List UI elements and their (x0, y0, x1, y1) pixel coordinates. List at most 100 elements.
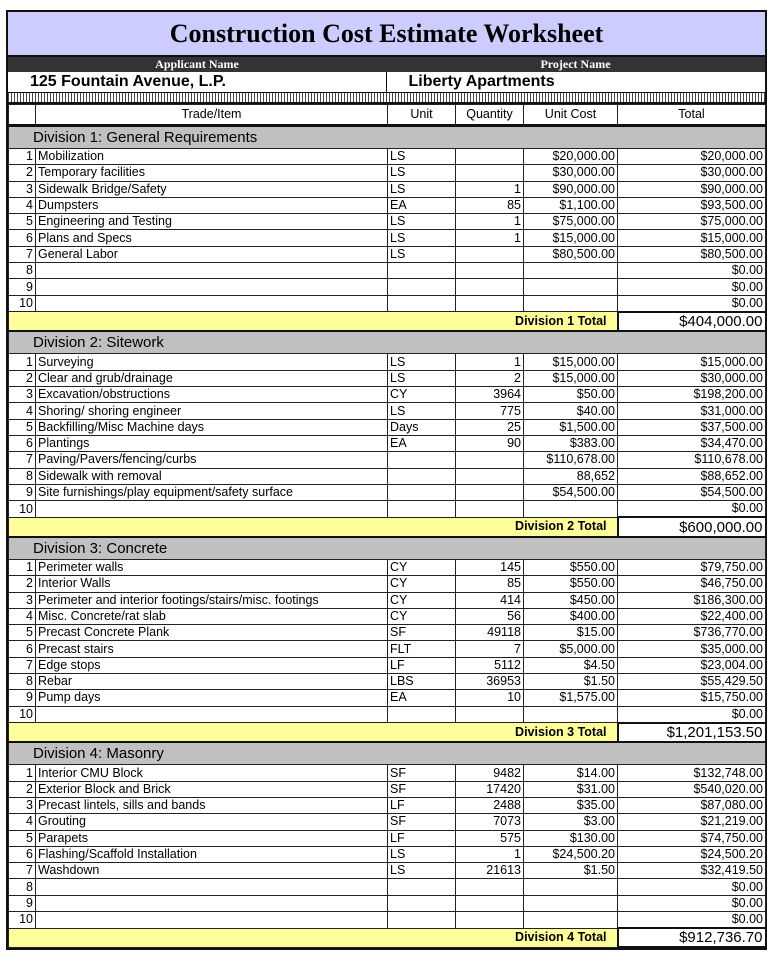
quantity-cell[interactable]: 414 (455, 591, 524, 609)
unit-cost-cell[interactable]: $54,500.00 (523, 483, 618, 502)
unit-cell[interactable] (387, 278, 456, 296)
unit-cost-cell[interactable]: $4.50 (523, 656, 618, 675)
unit-cost-cell[interactable]: $5,000.00 (523, 640, 618, 658)
total-cell[interactable]: $132,748.00 (617, 764, 766, 782)
unit-cell[interactable]: SF (387, 813, 456, 831)
unit-cost-cell[interactable]: $1,100.00 (523, 196, 618, 215)
quantity-cell[interactable] (455, 467, 524, 485)
unit-cell[interactable] (387, 483, 456, 502)
quantity-cell[interactable]: 17420 (455, 780, 524, 799)
unit-cell[interactable]: CY (387, 575, 456, 593)
item-cell[interactable] (35, 500, 388, 518)
unit-cost-cell[interactable]: 88,652 (523, 467, 618, 485)
item-cell[interactable]: Mobilization (35, 147, 388, 166)
unit-cost-cell[interactable]: $31.00 (523, 780, 618, 799)
unit-cell[interactable] (387, 262, 456, 280)
quantity-cell[interactable] (455, 500, 524, 518)
item-cell[interactable]: Clear and grub/drainage (35, 369, 388, 388)
total-cell[interactable]: $20,000.00 (617, 147, 766, 166)
item-cell[interactable]: Temporary facilities (35, 164, 388, 182)
unit-cell[interactable]: LF (387, 829, 456, 847)
item-cell[interactable] (35, 894, 388, 913)
total-cell[interactable]: $30,000.00 (617, 164, 766, 182)
unit-cell[interactable]: LS (387, 213, 456, 231)
unit-cell[interactable]: LS (387, 245, 456, 264)
item-cell[interactable]: Plans and Specs (35, 229, 388, 247)
quantity-cell[interactable]: 1 (455, 353, 524, 371)
unit-cell[interactable] (387, 705, 456, 724)
total-cell[interactable]: $0.00 (617, 911, 766, 929)
unit-cell[interactable]: CY (387, 591, 456, 609)
total-cell[interactable]: $90,000.00 (617, 180, 766, 198)
quantity-cell[interactable]: 90 (455, 434, 524, 453)
total-cell[interactable]: $736,770.00 (617, 624, 766, 642)
item-cell[interactable]: Perimeter and interior footings/stairs/m… (35, 591, 388, 609)
unit-cell[interactable]: LBS (387, 673, 456, 691)
unit-cost-cell[interactable]: $130.00 (523, 829, 618, 847)
quantity-cell[interactable]: 85 (455, 575, 524, 593)
quantity-cell[interactable]: 9482 (455, 764, 524, 782)
unit-cell[interactable]: LS (387, 402, 456, 420)
unit-cost-cell[interactable]: $35.00 (523, 796, 618, 815)
total-cell[interactable]: $0.00 (617, 894, 766, 913)
quantity-cell[interactable] (455, 278, 524, 296)
total-cell[interactable]: $93,500.00 (617, 196, 766, 215)
unit-cell[interactable] (387, 878, 456, 896)
item-cell[interactable]: Shoring/ shoring engineer (35, 402, 388, 420)
item-cell[interactable]: Sidewalk Bridge/Safety (35, 180, 388, 198)
quantity-cell[interactable]: 85 (455, 196, 524, 215)
unit-cell[interactable]: LS (387, 229, 456, 247)
item-cell[interactable]: Precast stairs (35, 640, 388, 658)
total-cell[interactable]: $15,750.00 (617, 689, 766, 707)
total-cell[interactable]: $35,000.00 (617, 640, 766, 658)
unit-cell[interactable]: SF (387, 764, 456, 782)
quantity-cell[interactable] (455, 451, 524, 469)
item-cell[interactable]: Precast Concrete Plank (35, 624, 388, 642)
unit-cost-cell[interactable]: $80,500.00 (523, 245, 618, 264)
total-cell[interactable]: $32,419.50 (617, 862, 766, 880)
unit-cost-cell[interactable]: $400.00 (523, 607, 618, 626)
unit-cell[interactable]: LF (387, 656, 456, 675)
item-cell[interactable] (35, 278, 388, 296)
unit-cost-cell[interactable]: $1.50 (523, 862, 618, 880)
total-cell[interactable]: $79,750.00 (617, 558, 766, 577)
unit-cell[interactable]: LS (387, 147, 456, 166)
unit-cost-cell[interactable]: $1.50 (523, 673, 618, 691)
unit-cost-cell[interactable]: $110,678.00 (523, 451, 618, 469)
quantity-cell[interactable] (455, 164, 524, 182)
unit-cost-cell[interactable]: $40.00 (523, 402, 618, 420)
quantity-cell[interactable]: 21613 (455, 862, 524, 880)
unit-cost-cell[interactable]: $383.00 (523, 434, 618, 453)
unit-cost-cell[interactable]: $50.00 (523, 386, 618, 404)
unit-cell[interactable]: LS (387, 164, 456, 182)
item-cell[interactable]: Edge stops (35, 656, 388, 675)
quantity-cell[interactable]: 1 (455, 213, 524, 231)
unit-cost-cell[interactable]: $15.00 (523, 624, 618, 642)
item-cell[interactable]: Grouting (35, 813, 388, 831)
quantity-cell[interactable]: 1 (455, 845, 524, 864)
unit-cost-cell[interactable]: $15,000.00 (523, 369, 618, 388)
item-cell[interactable] (35, 262, 388, 280)
total-cell[interactable]: $54,500.00 (617, 483, 766, 502)
project-name[interactable]: Liberty Apartments (408, 73, 555, 90)
total-cell[interactable]: $46,750.00 (617, 575, 766, 593)
unit-cell[interactable]: SF (387, 624, 456, 642)
total-cell[interactable]: $110,678.00 (617, 451, 766, 469)
quantity-cell[interactable]: 7073 (455, 813, 524, 831)
total-cell[interactable]: $0.00 (617, 278, 766, 296)
quantity-cell[interactable]: 575 (455, 829, 524, 847)
unit-cell[interactable]: EA (387, 434, 456, 453)
total-cell[interactable]: $0.00 (617, 262, 766, 280)
unit-cost-cell[interactable] (523, 894, 618, 913)
quantity-cell[interactable]: 25 (455, 418, 524, 436)
quantity-cell[interactable]: 3964 (455, 386, 524, 404)
total-cell[interactable]: $87,080.00 (617, 796, 766, 815)
item-cell[interactable]: Interior Walls (35, 575, 388, 593)
item-cell[interactable]: Exterior Block and Brick (35, 780, 388, 799)
unit-cell[interactable] (387, 467, 456, 485)
unit-cost-cell[interactable]: $15,000.00 (523, 353, 618, 371)
unit-cell[interactable]: LS (387, 369, 456, 388)
total-cell[interactable]: $55,429.50 (617, 673, 766, 691)
item-cell[interactable]: Sidewalk with removal (35, 467, 388, 485)
quantity-cell[interactable] (455, 245, 524, 264)
